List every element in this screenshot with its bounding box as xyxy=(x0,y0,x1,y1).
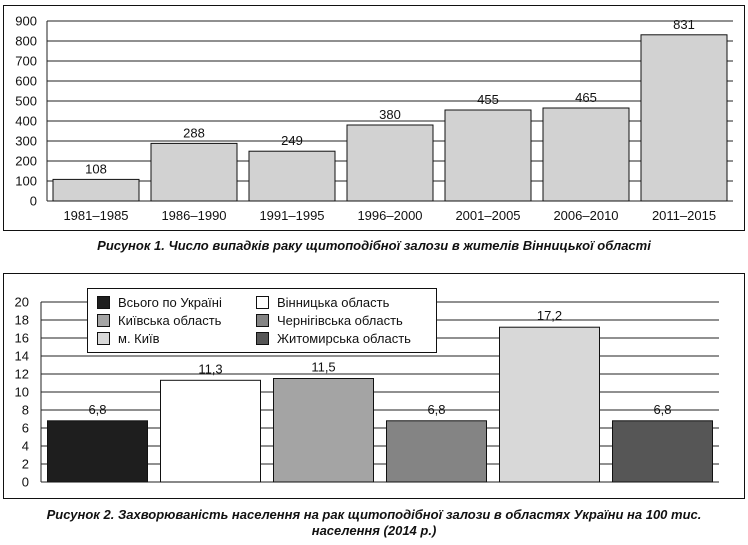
bar-value-label: 6,8 xyxy=(653,402,671,417)
y-tick-label: 300 xyxy=(15,134,37,149)
figure-1-frame xyxy=(3,5,745,231)
x-category-label: 2001–2005 xyxy=(455,208,520,223)
x-category-label: 1986–1990 xyxy=(161,208,226,223)
x-category-label: 2011–2015 xyxy=(652,208,716,223)
bar xyxy=(52,178,140,202)
bar xyxy=(444,109,532,202)
bar-value-label: 249 xyxy=(281,133,303,148)
legend-label: Київська область xyxy=(118,313,222,328)
bar-value-label: 11,5 xyxy=(311,360,335,375)
figure-2-caption-line1: Рисунок 2. Захворюваність населення на р… xyxy=(46,507,702,522)
legend-label: Житомирська область xyxy=(277,331,411,346)
bar-value-label: 288 xyxy=(183,125,205,140)
legend-box xyxy=(87,288,437,353)
bar xyxy=(612,420,713,483)
legend-label: м. Київ xyxy=(118,331,160,346)
bar-value-label: 380 xyxy=(379,107,401,122)
bar xyxy=(386,420,487,483)
y-tick-label: 18 xyxy=(15,313,29,328)
y-tick-label: 200 xyxy=(15,154,37,169)
y-tick-label: 14 xyxy=(15,349,29,364)
y-tick-label: 100 xyxy=(15,174,37,189)
legend-swatch xyxy=(256,296,269,309)
bar-value-label: 17,2 xyxy=(537,308,562,323)
y-tick-label: 700 xyxy=(15,54,37,69)
y-tick-label: 10 xyxy=(15,385,29,400)
bar xyxy=(47,420,148,483)
bar-value-label: 11,3 xyxy=(198,361,222,376)
chart-1: 0 100 200 300 400 500 600 700 800 900 108 1981–1985… xyxy=(3,5,745,231)
legend-swatch xyxy=(256,332,269,345)
figure-2-frame xyxy=(3,273,745,499)
bar-value-label: 108 xyxy=(85,161,107,176)
x-category-label: 2006–2010 xyxy=(553,208,618,223)
bar xyxy=(273,378,374,483)
y-tick-label: 6 xyxy=(22,421,29,436)
bar-value-label: 6,8 xyxy=(88,402,106,417)
bar xyxy=(499,326,600,483)
x-category-label: 1996–2000 xyxy=(357,208,422,223)
legend-label: Всього по Україні xyxy=(118,295,222,310)
y-tick-label: 4 xyxy=(22,439,29,454)
y-tick-label: 900 xyxy=(15,14,37,29)
bar xyxy=(160,379,261,483)
legend-swatch xyxy=(256,314,269,327)
legend-swatch xyxy=(97,314,110,327)
legend-swatch xyxy=(97,332,110,345)
bar xyxy=(150,142,238,202)
bar-value-label: 831 xyxy=(673,17,695,32)
y-tick-label: 16 xyxy=(15,331,29,346)
y-tick-label: 800 xyxy=(15,34,37,49)
figure-1-caption: Рисунок 1. Число випадків раку щитоподіб… xyxy=(97,238,651,253)
bar xyxy=(542,107,630,202)
y-tick-label: 2 xyxy=(22,457,29,472)
legend-label: Чернігівська область xyxy=(277,313,403,328)
bar xyxy=(640,34,728,202)
legend-swatch xyxy=(97,296,110,309)
y-tick-label: 600 xyxy=(15,74,37,89)
y-tick-label: 0 xyxy=(30,194,37,209)
y-tick-label: 12 xyxy=(15,367,29,382)
x-category-label: 1981–1985 xyxy=(63,208,128,223)
y-tick-label: 8 xyxy=(22,403,29,418)
legend-label: Вінницька область xyxy=(277,295,390,310)
y-tick-label: 0 xyxy=(22,475,29,490)
x-category-label: 1991–1995 xyxy=(259,208,324,223)
bar-value-label: 455 xyxy=(477,92,499,107)
bar-value-label: 6,8 xyxy=(427,402,445,417)
y-tick-label: 400 xyxy=(15,114,37,129)
figure-2-caption-line2: населення (2014 р.) xyxy=(311,523,437,538)
bar xyxy=(248,150,336,202)
bar-value-label: 465 xyxy=(575,90,597,105)
bar xyxy=(346,124,434,202)
y-tick-label: 500 xyxy=(15,94,37,109)
y-tick-label: 20 xyxy=(15,295,29,310)
